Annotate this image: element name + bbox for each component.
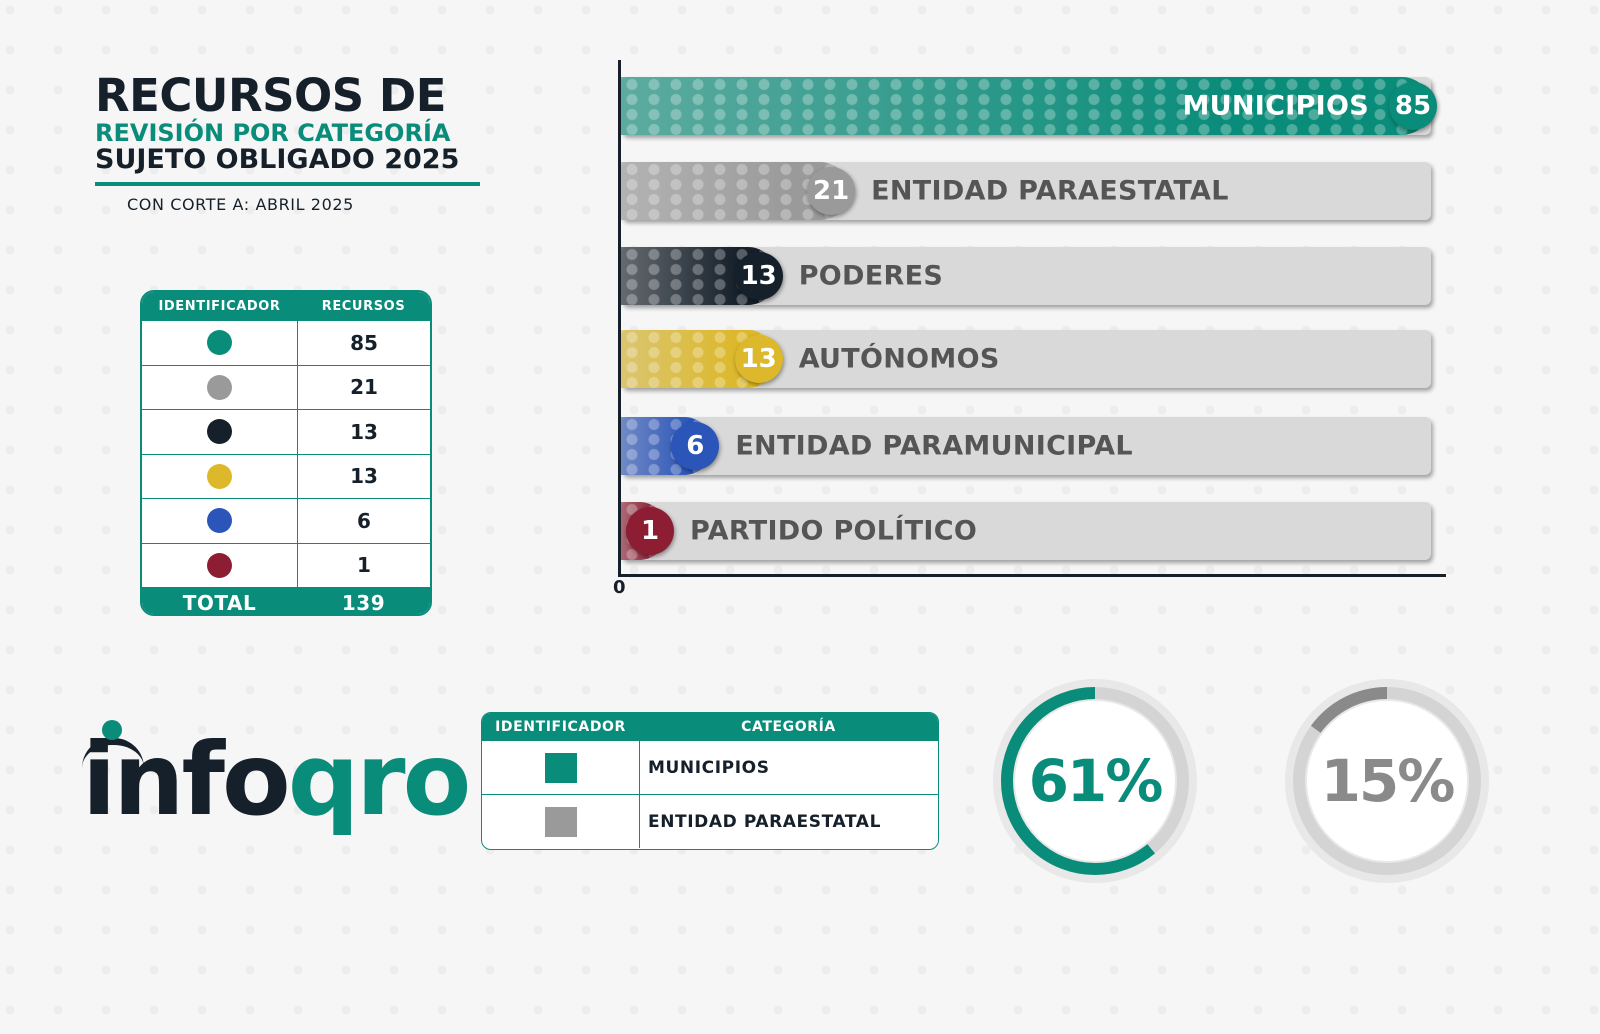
y-axis [618, 60, 621, 577]
bar-track: 6 ENTIDAD PARAMUNICIPAL [621, 417, 1431, 475]
logo-text-green: qro [287, 721, 472, 838]
color-square-icon [544, 806, 577, 837]
table-row: 85 [142, 320, 430, 365]
bar-value-label: 13 [734, 335, 783, 383]
table-row: 1 [142, 542, 430, 587]
category-label: MUNICIPIOS [648, 757, 770, 778]
x-axis [618, 574, 1446, 577]
resources-value: 85 [350, 330, 378, 355]
identifier-cell [142, 499, 298, 543]
title-main: RECURSOS DE [95, 69, 446, 122]
resources-value: 6 [357, 508, 371, 533]
bar-value-label: 6 [671, 422, 720, 470]
resources-table-header: IDENTIFICADOR RECURSOS [142, 292, 430, 320]
title-year: SUJETO OBLIGADO 2025 [95, 144, 460, 175]
header-identifier: IDENTIFICADOR [495, 718, 626, 735]
bar-category-label: PARTIDO POLÍTICO [690, 515, 978, 547]
category-table-header: IDENTIFICADOR CATEGORÍA [482, 713, 938, 740]
title-subtitle: REVISIÓN POR CATEGORÍA [95, 119, 451, 147]
bar-track: 13 AUTÓNOMOS [621, 330, 1431, 388]
resources-value: 21 [350, 375, 378, 400]
logo-wordmark: infoqro [82, 730, 471, 830]
bar-category-label: ENTIDAD PARAMUNICIPAL [735, 430, 1133, 462]
category-label: ENTIDAD PARAESTATAL [648, 811, 881, 832]
x-tick-label: 0 [613, 577, 626, 598]
total-value: 139 [341, 591, 386, 615]
donut-chart-municipios: 61% [990, 676, 1200, 886]
donut-percent-label: 61% [1028, 747, 1164, 815]
color-dot-icon [207, 419, 232, 445]
bar-category-label: ENTIDAD PARAESTATAL [871, 175, 1229, 207]
identifier-cell [142, 454, 298, 498]
bar-track: 85 MUNICIPIOS [621, 77, 1437, 135]
identifier-cell [142, 543, 298, 587]
identifier-cell [142, 321, 298, 365]
table-row: 13 [142, 453, 430, 498]
resources-total-row: TOTAL 139 [142, 587, 430, 615]
identifier-cell [142, 365, 298, 409]
bar-category-label: MUNICIPIOS [1182, 90, 1369, 122]
color-square-icon [544, 752, 577, 783]
color-dot-icon [207, 508, 232, 534]
color-dot-icon [207, 374, 232, 400]
donut-svg [1285, 679, 1489, 883]
donut-chart-entidad-paraestatal: 15% [1282, 676, 1492, 886]
header-category: CATEGORÍA [741, 718, 836, 735]
infoqro-logo: infoqro [82, 720, 471, 840]
table-row: 6 [142, 498, 430, 543]
identifier-cell [482, 795, 640, 848]
table-row: 13 [142, 409, 430, 454]
header-identifier: IDENTIFICADOR [158, 298, 281, 314]
table-row: 21 [142, 364, 430, 409]
identifier-cell [482, 741, 640, 794]
donut-arc [1293, 687, 1481, 875]
cutoff-date: CON CORTE A: ABRIL 2025 [127, 195, 354, 214]
table-row: MUNICIPIOS [482, 740, 938, 794]
bar-value-label: 85 [1389, 82, 1437, 130]
color-dot-icon [207, 330, 232, 356]
resources-value: 1 [357, 553, 371, 578]
bar [621, 77, 1431, 135]
bar-chart: 85 MUNICIPIOS 21 ENTIDAD PARAESTATAL 13 PODER… [610, 55, 1460, 600]
resources-value: 13 [350, 419, 378, 444]
logo-person-head [102, 720, 122, 740]
color-dot-icon [207, 552, 232, 578]
donut-percent-label: 15% [1320, 747, 1456, 815]
resources-value: 13 [350, 464, 378, 489]
bar-value-label: 1 [626, 507, 675, 555]
donut-arc [1001, 687, 1189, 875]
bar-track: 1 PARTIDO POLÍTICO [621, 502, 1431, 560]
bar-value-label: 21 [807, 167, 856, 215]
header-resources: RECURSOS [321, 298, 406, 314]
donut-center [1307, 701, 1467, 861]
logo-person-arms [82, 738, 144, 768]
resources-table: IDENTIFICADOR RECURSOS 85 21 13 13 6 1 TOTAL … [140, 290, 432, 616]
bar-track: 21 ENTIDAD PARAESTATAL [621, 162, 1431, 220]
category-table: IDENTIFICADOR CATEGORÍA MUNICIPIOS ENTIDA… [481, 712, 939, 850]
title-divider [95, 182, 480, 186]
donut-svg [993, 679, 1197, 883]
bar-category-label: PODERES [798, 260, 944, 292]
identifier-cell [142, 410, 298, 454]
donut-center [1015, 701, 1175, 861]
table-row: ENTIDAD PARAESTATAL [482, 794, 938, 848]
total-label: TOTAL [182, 591, 257, 615]
bar [621, 162, 850, 220]
bar-value-label: 13 [734, 252, 783, 300]
bar-category-label: AUTÓNOMOS [798, 343, 1000, 375]
bar-track: 13 PODERES [621, 247, 1431, 305]
color-dot-icon [207, 463, 232, 489]
title-block: RECURSOS DE REVISIÓN POR CATEGORÍA SUJET… [95, 72, 480, 186]
